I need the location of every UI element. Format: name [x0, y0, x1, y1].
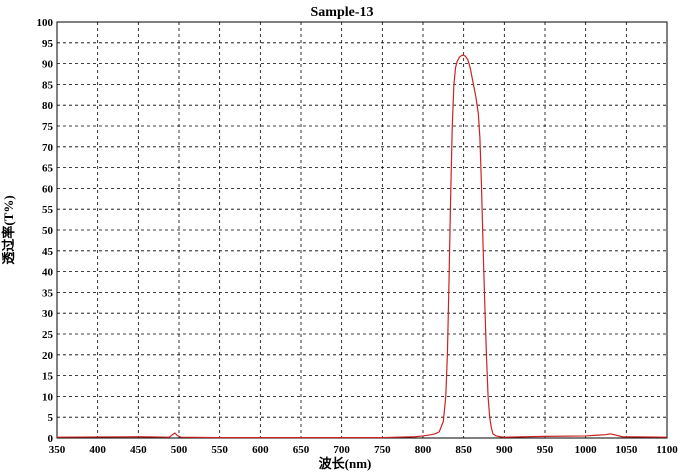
x-tick-label: 850 [455, 444, 472, 456]
y-tick-label: 10 [42, 391, 54, 403]
y-tick-label: 20 [42, 350, 54, 362]
x-tick-label: 1050 [615, 444, 638, 456]
x-tick-label: 800 [415, 444, 432, 456]
x-tick-label: 350 [49, 444, 66, 456]
y-tick-label: 35 [42, 287, 54, 299]
y-tick-label: 25 [42, 329, 54, 341]
grid-lines [57, 22, 667, 438]
x-tick-label: 550 [211, 444, 228, 456]
x-tick-label: 1000 [575, 444, 598, 456]
x-tick-label: 950 [537, 444, 554, 456]
y-tick-label: 40 [42, 267, 54, 279]
y-tick-label: 80 [42, 100, 54, 112]
y-tick-label: 100 [37, 17, 54, 29]
y-axis-ticks: 0 5 10 15 20 25 30 35 40 45 50 55 60 65 70 75 80 85 90 95 10… [37, 17, 54, 445]
x-tick-label: 700 [333, 444, 350, 456]
y-tick-label: 5 [48, 412, 54, 424]
y-tick-label: 0 [48, 433, 54, 445]
x-tick-label: 900 [496, 444, 513, 456]
y-tick-label: 45 [42, 246, 54, 258]
x-tick-label: 1100 [656, 444, 678, 456]
x-axis-label: 波长(nm) [319, 456, 372, 471]
y-tick-label: 70 [42, 142, 54, 154]
x-tick-label: 400 [89, 444, 106, 456]
y-tick-label: 75 [42, 121, 54, 133]
series-line [56, 54, 668, 439]
x-tick-label: 600 [252, 444, 269, 456]
y-tick-label: 90 [42, 59, 54, 71]
y-tick-label: 85 [42, 79, 54, 91]
x-axis-ticks: 350 400 450 500 550 600 650 700 750 800 850 900 950 1… [49, 444, 678, 456]
x-tick-label: 500 [171, 444, 188, 456]
y-tick-label: 15 [42, 371, 54, 383]
y-axis-label: 透过率(T%) [1, 195, 16, 264]
x-tick-label: 650 [293, 444, 310, 456]
y-tick-label: 95 [42, 38, 54, 50]
x-tick-label: 750 [374, 444, 391, 456]
y-tick-label: 60 [42, 183, 54, 195]
series-group [56, 54, 668, 439]
y-tick-label: 65 [42, 163, 54, 175]
x-tick-label: 450 [130, 444, 147, 456]
y-tick-label: 55 [42, 204, 54, 216]
y-tick-label: 30 [42, 308, 54, 320]
y-tick-label: 50 [42, 225, 54, 237]
chart-title: Sample-13 [311, 5, 374, 20]
